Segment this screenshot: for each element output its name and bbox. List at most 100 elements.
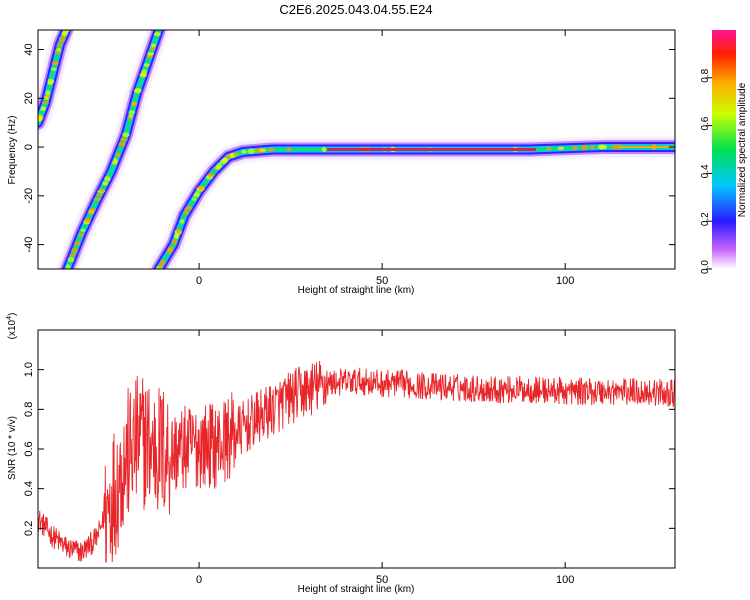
colorbar-label: Normalized spectral amplitude (737, 82, 748, 217)
ridge-2-speckle (147, 51, 154, 56)
ridge-3-speckle (267, 147, 275, 152)
ridge-3-speckle (286, 147, 292, 152)
ridge-2-speckle (69, 253, 76, 257)
ridge-2-speckle (139, 72, 147, 78)
ridge-2-speckle (71, 247, 78, 254)
snr-plot-area (38, 360, 675, 563)
snr-axes: 0 50 100 0.2 0.4 0.6 0.8 1.0 (23, 330, 675, 586)
ridge-3-speckle (610, 144, 618, 150)
ridge-2-speckle (131, 101, 137, 107)
ridge-1-speckle (56, 42, 63, 48)
spectrogram-x-axis-label: Height of straight line (km) (298, 285, 415, 296)
ridge-3-speckle (571, 145, 578, 151)
ridge-3-speckle (615, 144, 623, 150)
spectrogram-y-tick-label: 0 (23, 144, 35, 150)
ridge-1-speckle (52, 61, 59, 65)
ridge-2-speckle (87, 211, 94, 215)
ridge-3-speckle (179, 219, 185, 224)
ridge-3-speckle (158, 264, 163, 269)
ridge-1-speckle (56, 47, 61, 52)
snr-y-tick-label: 0.8 (23, 402, 35, 417)
snr-x-axis-label: Height of straight line (km) (298, 584, 415, 595)
ridge-2-speckle (78, 232, 84, 238)
colorbar-gradient (712, 30, 736, 269)
snr-scale-prefix: (x10 (7, 319, 18, 339)
snr-x-tick-label: 0 (196, 574, 202, 586)
ridge-2-speckle (102, 181, 109, 186)
ridge-2-speckle (67, 257, 75, 263)
ridge-2-speckle (128, 110, 136, 115)
ridge-2-speckle (143, 63, 150, 67)
ridge-2-speckle (104, 176, 111, 182)
ridge-3-layer-1 (148, 137, 675, 269)
ridge-2-speckle (83, 218, 92, 223)
snr-scale-suffix: ) (7, 313, 18, 316)
spectrogram-y-tick-label: 20 (23, 92, 35, 104)
ridge-2-speckle (150, 43, 156, 48)
ridge-1-speckle (62, 32, 67, 37)
snr-x-tick-label: 100 (556, 574, 574, 586)
ridge-3-speckle (183, 210, 189, 216)
ridge-3-layer-2 (151, 140, 675, 269)
colorbar-tick-label: 0.6 (700, 116, 711, 130)
ridge-2-speckle (115, 152, 121, 158)
colorbar-tick-label: 0.0 (700, 260, 711, 274)
snr-y-tick-label: 0.2 (23, 521, 35, 536)
ridge-1-speckle (40, 106, 46, 112)
ridge-3-speckle (207, 173, 216, 177)
ridge-2-speckle (93, 197, 102, 201)
spectrogram-panel: 0 50 100 40 20 0 -20 -40 Height of straight lin… (7, 29, 676, 296)
ridge-3-layer-3 (153, 142, 675, 269)
ridge-3-speckle (599, 144, 608, 150)
spectrogram-plot-area (38, 30, 675, 269)
ridge-2-speckle (89, 207, 96, 212)
ridge-3-speckle (546, 146, 552, 151)
ridge-1-speckle (47, 81, 53, 85)
ridge-2-speckle (120, 137, 128, 142)
snr-scale-exponent: 4 (6, 316, 13, 320)
ridge-2-speckle (99, 188, 105, 193)
colorbar-ticks: 0.0 0.2 0.4 0.6 0.8 (700, 68, 712, 274)
ridge-3-speckle (590, 145, 595, 150)
snr-y-tick-label: 0.4 (23, 481, 35, 496)
ridge-1-speckle (38, 114, 43, 121)
spectrogram-y-tick-label: -40 (23, 237, 35, 253)
ridge-3-speckle (216, 162, 222, 169)
snr-series-line (38, 360, 675, 563)
ridge-3-speckle (159, 259, 166, 266)
ridge-2-speckle (118, 141, 126, 147)
ridge-3-speckle (174, 233, 179, 240)
ridge-3-speckle (580, 144, 589, 151)
ridge-3-speckle (171, 239, 178, 245)
chart-title: C2E6.2025.043.04.55.E24 (279, 2, 432, 17)
spectrogram-axes: 0 50 100 40 20 0 -20 -40 (23, 30, 675, 287)
ridge-3-speckle (195, 191, 200, 197)
ridge-3-speckle (176, 228, 182, 233)
ridge-2-speckle (113, 157, 118, 164)
colorbar: 0.0 0.2 0.4 0.6 0.8 Normalized spectral ampl… (700, 30, 748, 274)
ridge-1-speckle (41, 101, 49, 105)
ridge-2-speckle (134, 87, 142, 94)
ridge-3-speckle (259, 148, 267, 152)
ridge-3-speckle (229, 153, 236, 158)
ridge-2-speckle (80, 228, 86, 232)
spectrogram-x-tick-label: 100 (556, 275, 574, 287)
ridge-3-speckle (321, 146, 327, 153)
ridge-3-speckle (167, 246, 174, 253)
colorbar-tick-label: 0.4 (700, 164, 711, 178)
ridge-3-speckle (247, 148, 256, 154)
ridge-3-speckle (233, 152, 239, 156)
spectrogram-frame (37, 29, 676, 270)
ridge-1-speckle (51, 67, 57, 71)
ridge-3-speckle (241, 150, 247, 154)
ridge-3-speckle (186, 205, 192, 209)
ridge-3-layer-4 (155, 144, 675, 269)
ridge-3-layer-5 (157, 145, 675, 269)
ridge-2-speckle (74, 241, 81, 246)
snr-y-axis-label: SNR (10 * v/v) (7, 416, 18, 480)
ridge-3-speckle (557, 146, 565, 151)
snr-scale-label: (x104) (6, 313, 18, 340)
ridge-2-speckle (96, 192, 104, 197)
spectrogram-x-tick-label: 0 (196, 275, 202, 287)
